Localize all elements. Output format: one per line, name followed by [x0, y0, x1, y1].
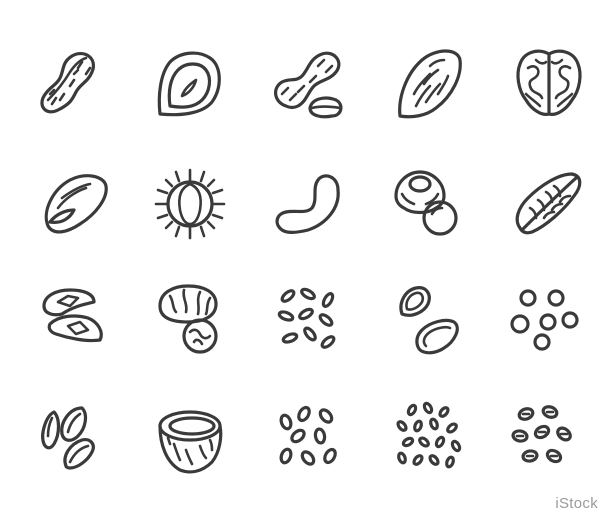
sunflower-seeds-icon	[41, 406, 95, 470]
pecan-icon	[515, 172, 582, 235]
pine-nuts-icon	[279, 405, 337, 466]
macadamia-icon	[394, 170, 458, 236]
peanut-icon	[40, 51, 95, 114]
coconut-icon	[158, 410, 223, 474]
almond-icon	[398, 49, 462, 119]
sesame-seeds-icon	[396, 401, 462, 469]
peanut-kernel-icon	[274, 51, 343, 119]
watermark-text: iStock	[555, 495, 598, 512]
brazil-nut-icon	[42, 288, 103, 343]
beans-icon	[511, 405, 572, 464]
peas-icon	[510, 289, 579, 351]
pistachio-icon	[44, 174, 108, 234]
walnut-icon	[516, 49, 582, 116]
watermark-bar: iStock	[0, 488, 612, 518]
cashew-icon	[275, 174, 340, 234]
nutmeg-icon	[158, 284, 218, 354]
hazelnut-icon	[157, 51, 221, 117]
pumpkin-seeds-icon	[399, 286, 459, 355]
rice-grains-icon	[277, 287, 336, 349]
chestnut-icon	[154, 168, 226, 240]
